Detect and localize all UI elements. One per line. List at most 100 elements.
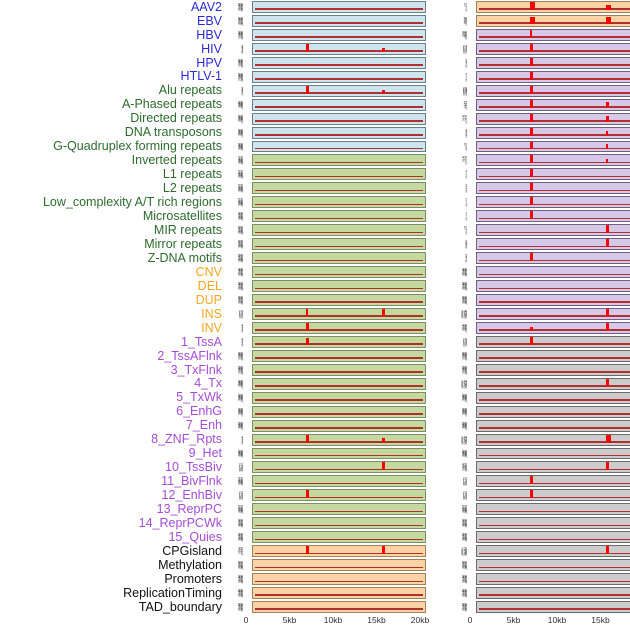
track-area[interactable] <box>252 294 426 306</box>
track-label[interactable]: 7_Enh <box>185 418 222 433</box>
track-row[interactable]: MIR repeats 500 400 300 200 100 0 10 5 0 <box>0 223 630 237</box>
track-area[interactable] <box>476 307 630 320</box>
track-row[interactable]: 2_TssAFlnk 500 400 300 200 100 0 500 400 300 200 10… <box>0 349 630 363</box>
track-row[interactable]: Mirror repeats 500 400 300 200 100 0 8 6 4 2 0 <box>0 237 630 251</box>
track-row[interactable]: 4_Tx 500 400 300 200 100 0 1.00 0.75 0.50 0.25 0.00 <box>0 377 630 391</box>
track-area[interactable] <box>476 363 630 376</box>
track-row[interactable]: Methylation 500 400 300 200 100 0 500 400 300 200 1… <box>0 558 630 572</box>
track-panel-right[interactable] <box>470 98 630 112</box>
track-panel-right[interactable] <box>470 363 630 377</box>
track-panel-left[interactable] <box>246 153 432 167</box>
track-row[interactable]: INV 4 3 2 1 0 400 300 200 100 0 <box>0 321 630 335</box>
track-panel-right[interactable] <box>470 530 630 544</box>
track-area[interactable] <box>476 475 630 488</box>
track-area[interactable] <box>252 433 426 446</box>
track-area[interactable] <box>252 98 426 111</box>
track-panel-right[interactable] <box>470 279 630 293</box>
track-label[interactable]: L1 repeats <box>162 167 222 182</box>
track-panel-right[interactable] <box>470 153 630 167</box>
track-row[interactable]: 8_ZNF_Rpts 4 3 2 1 0 1.00 0.75 0.50 0.25 0.00 <box>0 433 630 447</box>
track-area[interactable] <box>476 84 630 97</box>
track-area[interactable] <box>476 335 630 348</box>
track-area[interactable] <box>252 489 426 502</box>
track-area[interactable] <box>252 28 426 41</box>
track-area[interactable] <box>476 126 630 139</box>
track-panel-right[interactable] <box>470 293 630 307</box>
track-area[interactable] <box>252 196 426 209</box>
track-label[interactable]: L2 repeats <box>162 181 222 196</box>
track-area[interactable] <box>476 587 630 599</box>
track-panel-left[interactable] <box>246 237 432 251</box>
track-label[interactable]: 6_EnhG <box>176 404 222 419</box>
track-panel-right[interactable] <box>470 28 630 42</box>
track-panel-left[interactable] <box>246 112 432 126</box>
track-panel-right[interactable] <box>470 307 630 321</box>
track-area[interactable] <box>252 182 426 195</box>
track-panel-left[interactable] <box>246 84 432 98</box>
track-panel-right[interactable] <box>470 586 630 600</box>
track-panel-right[interactable] <box>470 56 630 70</box>
track-area[interactable] <box>476 489 630 502</box>
track-area[interactable] <box>476 321 630 334</box>
track-row[interactable]: CPGisland 300 200 100 0 1.00 0.75 0.50 0.25 0.00 <box>0 544 630 558</box>
track-row[interactable]: 10_TssBiv 2.0 1.5 1.0 0.5 0.0 400 300 200 100 0 <box>0 460 630 474</box>
track-row[interactable]: G-Quadruplex forming repeats 500 400 300 200… <box>0 140 630 154</box>
track-panel-right[interactable] <box>470 321 630 335</box>
track-area[interactable] <box>252 349 426 362</box>
track-panel-left[interactable] <box>246 530 432 544</box>
track-panel-right[interactable] <box>470 433 630 447</box>
track-area[interactable] <box>252 559 426 572</box>
track-label[interactable]: Mirror repeats <box>144 236 222 251</box>
track-area[interactable] <box>476 573 630 586</box>
track-area[interactable] <box>476 517 630 530</box>
track-row[interactable]: L2 repeats 500 400 300 200 100 0 3 2 1 0 <box>0 181 630 195</box>
track-area[interactable] <box>252 517 426 530</box>
track-panel-left[interactable] <box>246 42 432 56</box>
track-panel-left[interactable] <box>246 321 432 335</box>
track-panel-right[interactable] <box>470 391 630 405</box>
track-label[interactable]: HPV <box>196 55 222 70</box>
track-area[interactable] <box>476 112 630 125</box>
track-area[interactable] <box>476 447 630 460</box>
track-panel-right[interactable] <box>470 195 630 209</box>
track-panel-left[interactable] <box>246 474 432 488</box>
track-panel-left[interactable] <box>246 293 432 307</box>
track-panel-left[interactable] <box>246 586 432 600</box>
track-area[interactable] <box>476 252 630 265</box>
track-panel-left[interactable] <box>246 70 432 84</box>
track-panel-left[interactable] <box>246 558 432 572</box>
track-panel-right[interactable] <box>470 349 630 363</box>
track-row[interactable]: HPV 500 400 300 200 100 0 6 4 2 0 <box>0 56 630 70</box>
track-panel-right[interactable] <box>470 181 630 195</box>
track-area[interactable] <box>476 14 630 27</box>
track-panel-left[interactable] <box>246 195 432 209</box>
track-row[interactable]: 15_Quies 500 400 300 200 100 0 500 400 300 200 100 0 <box>0 530 630 544</box>
track-area[interactable] <box>252 224 426 237</box>
track-label[interactable]: HIV <box>201 41 222 56</box>
track-panel-left[interactable] <box>246 279 432 293</box>
track-panel-right[interactable] <box>470 474 630 488</box>
track-area[interactable] <box>252 600 426 613</box>
track-area[interactable] <box>252 252 426 265</box>
track-panel-left[interactable] <box>246 405 432 419</box>
track-area[interactable] <box>252 56 426 69</box>
track-panel-left[interactable] <box>246 167 432 181</box>
track-area[interactable] <box>252 238 426 251</box>
track-area[interactable] <box>252 266 426 279</box>
track-area[interactable] <box>476 98 630 111</box>
track-area[interactable] <box>476 294 630 306</box>
track-row[interactable]: 9_Het 500 400 300 200 100 0 500 400 300 200 100 0 <box>0 447 630 461</box>
track-panel-left[interactable] <box>246 126 432 140</box>
track-label[interactable]: DNA transposons <box>124 125 222 140</box>
track-label[interactable]: 4_Tx <box>194 376 222 391</box>
track-panel-left[interactable] <box>246 28 432 42</box>
track-panel-right[interactable] <box>470 251 630 265</box>
track-panel-right[interactable] <box>470 237 630 251</box>
track-label[interactable]: Z-DNA motifs <box>147 250 222 265</box>
track-area[interactable] <box>252 545 426 558</box>
track-panel-right[interactable] <box>470 502 630 516</box>
track-label[interactable]: 15_Quies <box>168 529 222 544</box>
track-label[interactable]: DEL <box>197 278 222 293</box>
track-area[interactable] <box>476 28 630 41</box>
track-row[interactable]: Inverted repeats 500 400 300 200 100 0 400 200 0 <box>0 153 630 167</box>
